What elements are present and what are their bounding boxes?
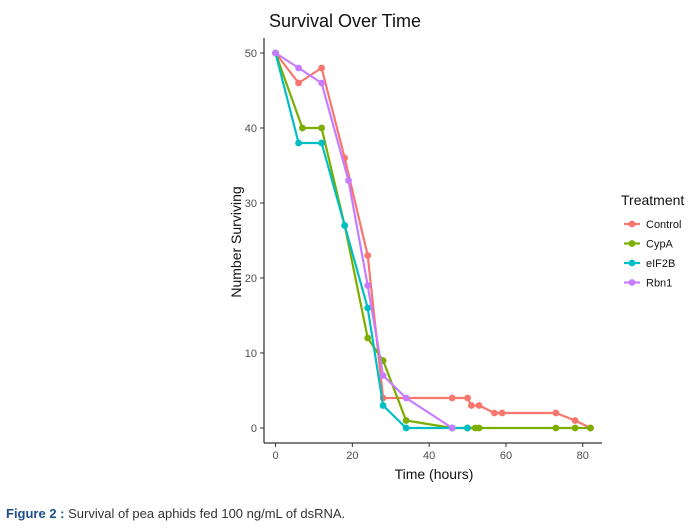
data-point: [295, 139, 302, 147]
data-point: [552, 424, 560, 432]
data-point: [402, 394, 410, 402]
legend-item-cypa: CypA: [624, 239, 674, 251]
y-tick-label: 10: [245, 348, 257, 360]
series-rbn1: [272, 49, 456, 432]
data-point: [318, 139, 326, 147]
data-point: [475, 402, 483, 409]
data-point: [402, 424, 410, 432]
series-eif2b: [272, 49, 471, 432]
legend-item-rbn1: Rbn1: [624, 278, 672, 290]
data-point: [318, 124, 326, 132]
data-point: [464, 394, 471, 402]
data-point: [552, 409, 560, 417]
series-layer: [272, 49, 594, 432]
series-line: [274, 52, 591, 430]
data-point: [272, 49, 279, 57]
series-line: [274, 52, 453, 429]
legend-key-point: [628, 259, 636, 267]
y-axis-label: Number Surviving: [228, 186, 244, 297]
data-point: [318, 79, 326, 87]
legend-label: Control: [646, 219, 681, 231]
data-point: [571, 424, 579, 432]
data-point: [364, 252, 372, 259]
legend-label: CypA: [646, 239, 674, 251]
data-point: [379, 372, 387, 379]
y-tick-label: 0: [251, 423, 257, 435]
x-axis-label: Time (hours): [395, 466, 474, 482]
data-point: [299, 124, 306, 132]
axes: 0 10 20 30 40 50 0 20 40 60 80: [245, 38, 602, 462]
legend-key-point: [628, 240, 636, 247]
x-tick-label: 0: [272, 450, 278, 462]
data-point: [341, 222, 349, 229]
data-point: [571, 417, 579, 424]
data-point: [448, 394, 456, 402]
series-cypa: [272, 49, 594, 432]
legend-title: Treatment: [621, 192, 684, 208]
y-tick-label: 20: [245, 273, 257, 285]
figure-label: Figure 2 :: [6, 506, 65, 521]
data-point: [468, 402, 475, 409]
data-point: [587, 424, 594, 432]
data-point: [475, 424, 483, 432]
legend-item-eif2b: eIF2B: [624, 258, 675, 270]
data-point: [402, 417, 410, 424]
series-control: [272, 49, 594, 432]
data-point: [318, 64, 326, 72]
y-tick-label: 50: [245, 48, 257, 60]
figure-caption: Figure 2 : Survival of pea aphids fed 10…: [6, 506, 345, 521]
x-tick-label: 60: [500, 450, 512, 462]
data-point: [345, 177, 352, 184]
legend-items: Control CypA eIF2B Rbn1: [624, 219, 681, 290]
data-point: [448, 424, 456, 432]
series-line: [274, 52, 591, 429]
data-point: [498, 409, 506, 417]
data-point: [364, 304, 372, 312]
x-tick-label: 20: [346, 450, 358, 462]
y-tick-label: 40: [245, 123, 257, 135]
series-line: [274, 52, 468, 430]
legend-key-point: [628, 279, 636, 286]
data-point: [364, 282, 372, 289]
chart-title: Survival Over Time: [269, 11, 421, 31]
data-point: [491, 409, 498, 417]
x-tick-label: 80: [577, 450, 589, 462]
data-point: [295, 64, 302, 72]
legend-label: Rbn1: [646, 278, 672, 290]
legend-label: eIF2B: [646, 258, 675, 270]
legend: Treatment Control CypA eIF2B Rbn1: [621, 192, 684, 290]
data-point: [364, 334, 372, 342]
x-tick-label: 40: [423, 450, 435, 462]
data-point: [464, 424, 471, 432]
figure-caption-text: Survival of pea aphids fed 100 ng/mL of …: [64, 506, 346, 521]
y-tick-label: 30: [245, 198, 257, 210]
legend-key-point: [628, 220, 636, 228]
data-point: [379, 402, 387, 409]
data-point: [295, 79, 302, 87]
legend-item-control: Control: [624, 219, 681, 231]
